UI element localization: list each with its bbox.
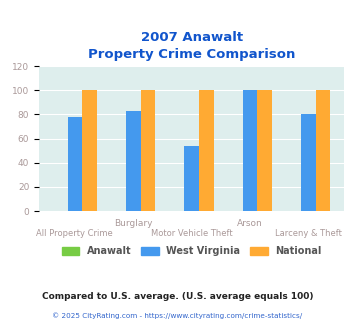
Bar	[184, 146, 199, 211]
Text: Larceny & Theft: Larceny & Theft	[275, 229, 342, 238]
Text: Burglary: Burglary	[114, 219, 153, 228]
Text: Motor Vehicle Theft: Motor Vehicle Theft	[151, 229, 233, 238]
Text: All Property Crime: All Property Crime	[37, 229, 113, 238]
Text: © 2025 CityRating.com - https://www.cityrating.com/crime-statistics/: © 2025 CityRating.com - https://www.city…	[53, 312, 302, 318]
Legend: Anawalt, West Virginia, National: Anawalt, West Virginia, National	[58, 242, 326, 260]
Bar	[301, 115, 316, 211]
Text: Arson: Arson	[237, 219, 263, 228]
Bar	[126, 111, 141, 211]
Bar	[316, 90, 331, 211]
Text: Compared to U.S. average. (U.S. average equals 100): Compared to U.S. average. (U.S. average …	[42, 292, 313, 301]
Bar	[199, 90, 214, 211]
Bar	[257, 90, 272, 211]
Title: 2007 Anawalt
Property Crime Comparison: 2007 Anawalt Property Crime Comparison	[88, 31, 295, 61]
Bar	[141, 90, 155, 211]
Bar	[243, 90, 257, 211]
Bar	[67, 117, 82, 211]
Bar	[82, 90, 97, 211]
